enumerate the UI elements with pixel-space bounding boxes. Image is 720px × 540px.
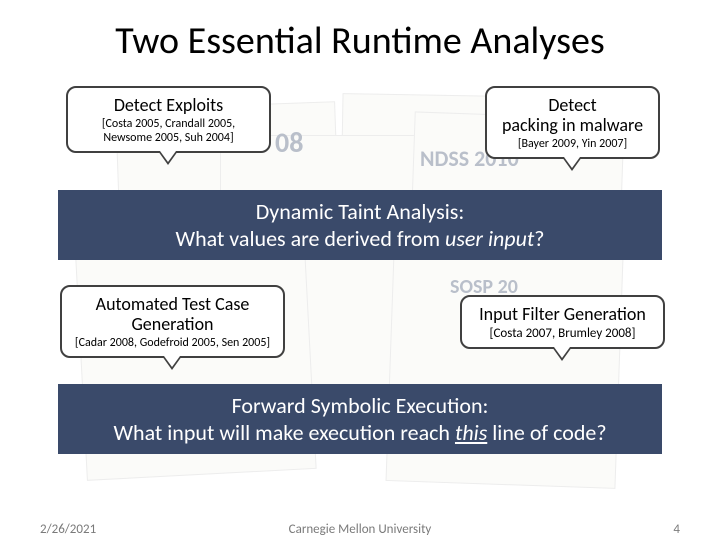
bg-year-label: 08	[275, 125, 303, 160]
footer-affiliation: Carnegie Mellon University	[0, 522, 720, 537]
callout-citation: [Costa 2005, Crandall 2005, Newsome 2005…	[78, 117, 259, 145]
band-line2: What values are derived from user input?	[58, 225, 662, 253]
callout-title: Detect Exploits	[78, 94, 259, 116]
callout-title-line1: Automated Test Case	[72, 293, 273, 315]
band-line1: Forward Symbolic Execution:	[58, 392, 662, 420]
band-line2-pre: What input will make execution reach	[113, 419, 455, 446]
callout-citation: [Cadar 2008, Godefroid 2005, Sen 2005]	[72, 336, 273, 350]
callout-citation: [Bayer 2009, Yin 2007]	[497, 137, 648, 151]
slide-title: Two Essential Runtime Analyses	[0, 0, 720, 74]
callout-title: Input Filter Generation	[472, 303, 653, 325]
band-line2-post: ?	[534, 225, 544, 252]
band-line1: Dynamic Taint Analysis:	[58, 198, 662, 226]
band-line2-em: this	[455, 419, 487, 446]
band-symbolic-exec: Forward Symbolic Execution: What input w…	[58, 384, 662, 454]
callout-citation: [Costa 2007, Brumley 2008]	[472, 326, 653, 341]
band-line2-pre: What values are derived from	[176, 225, 446, 252]
footer-page-number: 4	[673, 522, 680, 537]
band-dynamic-taint: Dynamic Taint Analysis: What values are …	[58, 190, 662, 260]
callout-title-line2: packing in malware	[497, 114, 648, 136]
callout-title-line1: Detect	[497, 94, 648, 116]
callout-detect-exploits: Detect Exploits [Costa 2005, Crandall 20…	[66, 86, 271, 153]
callout-detect-packing: Detect packing in malware [Bayer 2009, Y…	[485, 86, 660, 159]
callout-title-line2: Generation	[72, 313, 273, 335]
callout-input-filter: Input Filter Generation [Costa 2007, Bru…	[460, 295, 665, 349]
callout-automated-test: Automated Test Case Generation [Cadar 20…	[60, 285, 285, 358]
band-line2: What input will make execution reach thi…	[58, 419, 662, 447]
band-line2-post: line of code?	[487, 419, 606, 446]
band-line2-em: user input	[445, 225, 534, 252]
